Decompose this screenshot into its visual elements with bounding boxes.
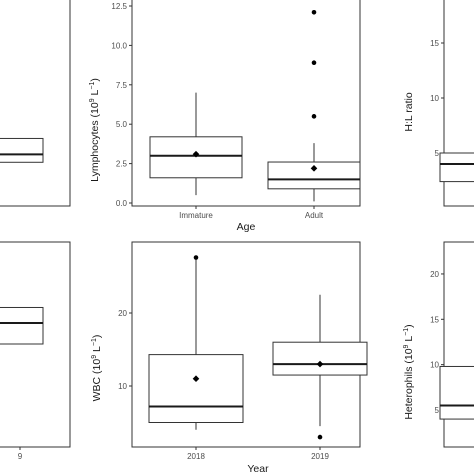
lymphocytes-ytick-label-1: 2.5: [116, 160, 128, 169]
panel-top-left-box: [0, 137, 44, 163]
lymphocytes-ytick-label-5: 12.5: [111, 2, 127, 11]
heterophils-ytick-label-2: 15: [430, 315, 439, 324]
lymphocytes-xtick-label-0: Immature: [179, 211, 213, 220]
wbc-xtick-label-0: 2018: [187, 452, 205, 461]
wbc-xtick-label-1: 2019: [311, 452, 329, 461]
heterophils-ytick-label-0: 5: [435, 406, 440, 415]
lymphocytes-xtick-label-1: Adult: [305, 211, 324, 220]
lymphocytes-ytick-label-3: 7.5: [116, 81, 128, 90]
lymphocytes-immature-mean: [192, 150, 200, 158]
lymphocytes-ytick-label-0: 0.0: [116, 199, 128, 208]
panel-top-left: [0, 0, 71, 207]
lymphocytes-adult-outlier-2: [311, 10, 317, 15]
x-axis-label-age: Age: [237, 221, 256, 233]
y-axis-label-heterophils: Heterophils (109 L−1): [403, 324, 415, 419]
wbc-2019-box: [272, 341, 368, 376]
x-axis-label-year: Year: [247, 463, 269, 474]
hl-ratio-ytick-label-1: 10: [430, 94, 439, 103]
panel-bottom-left-box: [0, 306, 44, 345]
heterophils-ytick-label-3: 20: [430, 270, 439, 279]
wbc-2018-mean: [192, 375, 200, 382]
y-axis-label-lymphocytes: Lymphocytes (109 L−1): [89, 78, 101, 182]
lymphocytes-adult-box: [267, 161, 361, 190]
panel-bottom-left-frame: [0, 241, 71, 448]
wbc-2019-mean: [316, 360, 324, 368]
hl-ratio-ytick-label-0: 5: [435, 149, 440, 158]
heterophils-ytick-label-1: 10: [430, 361, 439, 370]
panel-heterophils-frame: [443, 241, 474, 448]
panel-wbc: 10 20 2018 2019 WBC (109 L−1) Year: [91, 241, 368, 474]
hl-ratio-box: [439, 152, 474, 183]
lymphocytes-adult-outlier-0: [311, 114, 317, 119]
wbc-2018-box: [148, 354, 244, 423]
wbc-2018-outlier-0: [193, 255, 199, 260]
lymphocytes-adult-mean: [310, 165, 318, 172]
lymphocytes-ytick-label-4: 10.0: [111, 41, 127, 50]
panel-heterophils: 5 10 15 20 Heterophils (109 L−1): [403, 241, 474, 448]
panel-hl-ratio: 5 10 15 H:L ratio: [403, 0, 474, 207]
wbc-2019-outlier-0: [317, 434, 323, 440]
lymphocytes-ytick-label-2: 5.0: [116, 120, 128, 129]
y-axis-label-hl-ratio: H:L ratio: [403, 92, 415, 131]
panel-bottom-left-xtick-label-0: 9: [18, 452, 23, 461]
hl-ratio-ytick-label-2: 15: [430, 39, 439, 48]
panel-top-left-frame: [0, 0, 71, 207]
lymphocytes-adult-outlier-1: [311, 60, 317, 66]
wbc-ytick-label-0: 10: [118, 382, 127, 391]
panel-bottom-left: 9: [0, 241, 71, 461]
heterophils-box: [439, 365, 474, 420]
panel-lymphocytes-frame: [131, 0, 361, 207]
wbc-ytick-label-1: 20: [118, 309, 127, 318]
panel-lymphocytes: 0.0 2.5 5.0 7.5 10.0 12.5 Immature Adult Lympho…: [89, 0, 361, 233]
y-axis-label-wbc: WBC (109 L−1): [91, 335, 103, 402]
